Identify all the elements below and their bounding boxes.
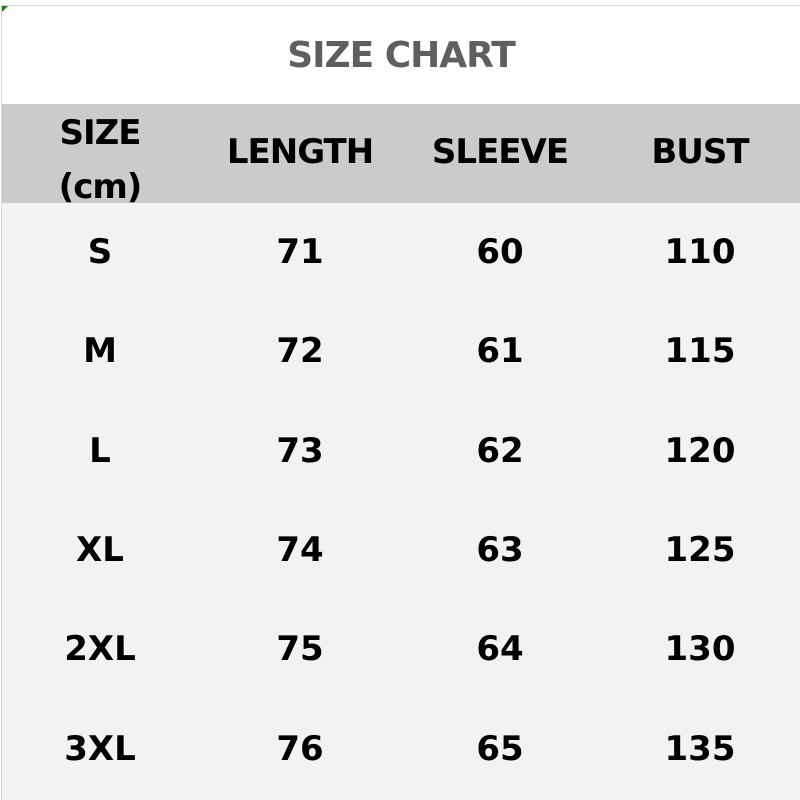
cell-bust: 115: [664, 331, 736, 372]
cell-length: 72: [276, 331, 324, 372]
header-unit-label: (cm): [58, 167, 143, 203]
header-bust: BUST: [651, 132, 749, 172]
cell-sleeve: 65: [476, 728, 524, 769]
cell-bust: 120: [664, 430, 736, 471]
cell-sleeve: 61: [476, 331, 524, 372]
cell-marker-icon: [2, 6, 8, 12]
header-row: SIZE (cm) LENGTH SLEEVE BUST: [2, 104, 800, 203]
cell-length: 75: [276, 629, 324, 670]
cell-size: M: [83, 331, 117, 372]
cell-length: 71: [276, 232, 324, 272]
table-body: S 71 60 110 M 72 61 115 L 73 62 120 XL 74 63 125 2XL 75 64…: [2, 203, 800, 800]
cell-size: 3XL: [64, 728, 136, 769]
cell-bust: 110: [664, 232, 736, 272]
cell-length: 73: [276, 430, 324, 471]
cell-length: 74: [276, 529, 324, 570]
header-length: LENGTH: [226, 132, 374, 172]
cell-size: XL: [76, 529, 124, 570]
cell-sleeve: 64: [476, 629, 524, 670]
header-size: SIZE (cm): [2, 112, 200, 203]
cell-bust: 130: [664, 629, 736, 670]
table-border: [1, 5, 800, 800]
cell-sleeve: 62: [476, 430, 524, 471]
cell-bust: 125: [664, 529, 736, 570]
cell-bust: 135: [664, 728, 736, 769]
header-size-label: SIZE: [59, 113, 141, 153]
cell-length: 76: [276, 728, 324, 769]
cell-size: S: [87, 232, 113, 272]
cell-size: 2XL: [64, 629, 136, 670]
chart-title: SIZE CHART: [287, 34, 516, 76]
cell-sleeve: 63: [476, 529, 524, 570]
cell-size: L: [89, 430, 111, 471]
cell-sleeve: 60: [476, 232, 524, 272]
header-sleeve: SLEEVE: [431, 132, 569, 172]
